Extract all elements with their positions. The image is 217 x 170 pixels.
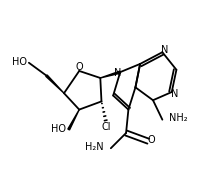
Text: N: N (114, 68, 121, 78)
Text: O: O (76, 62, 83, 72)
Polygon shape (68, 110, 79, 130)
Text: N: N (171, 89, 178, 99)
Text: H₂N: H₂N (85, 142, 104, 152)
Text: NH₂: NH₂ (169, 114, 187, 123)
Text: HO: HO (51, 124, 66, 134)
Text: N: N (161, 45, 169, 55)
Polygon shape (100, 71, 120, 78)
Text: Cl: Cl (101, 122, 111, 132)
Text: HO: HO (12, 57, 26, 67)
Polygon shape (46, 75, 64, 93)
Text: O: O (148, 135, 155, 145)
